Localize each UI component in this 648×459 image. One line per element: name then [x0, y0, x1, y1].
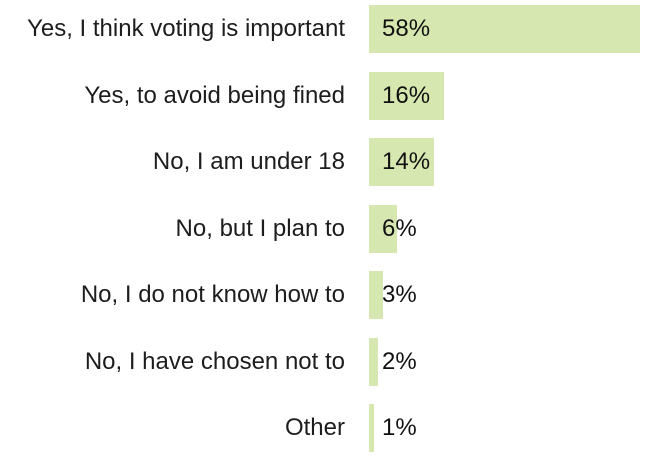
value-label: 58% — [382, 15, 431, 42]
bar — [369, 204, 397, 253]
chart-row: Yes, to avoid being fined 16% — [0, 71, 648, 120]
category-label: No, I have chosen not to — [84, 347, 345, 375]
value-label: 1% — [382, 414, 417, 441]
bar-area: 16% — [369, 71, 648, 120]
value-label: 16% — [382, 81, 431, 109]
category-label: Yes, to avoid being fined — [84, 81, 345, 109]
chart-row: Other 1% — [0, 404, 648, 452]
category-label: Yes, I think voting is important — [27, 15, 345, 42]
value-label: 3% — [382, 281, 417, 308]
chart-row: No, but I plan to 6% — [0, 204, 648, 253]
bar-area: 2% — [369, 337, 648, 386]
value-label: 2% — [382, 347, 417, 375]
bar-area: 58% — [369, 5, 648, 53]
chart-row: No, I do not know how to 3% — [0, 271, 648, 319]
chart-row: Yes, I think voting is important 58% — [0, 5, 648, 53]
bar-area: 3% — [369, 271, 648, 319]
category-label: No, I do not know how to — [80, 281, 345, 308]
chart-row: No, I am under 18 14% — [0, 138, 648, 186]
value-label: 14% — [382, 148, 431, 175]
chart-row: No, I have chosen not to 2% — [0, 337, 648, 386]
bar — [369, 71, 444, 120]
category-label: No, I am under 18 — [152, 148, 345, 175]
bar — [369, 271, 383, 319]
bar-area: 14% — [369, 138, 648, 186]
bar-area: 6% — [369, 204, 648, 253]
bar-area: 1% — [369, 404, 648, 452]
category-label: Other — [284, 414, 345, 441]
category-label: No, but I plan to — [175, 214, 345, 242]
bar — [369, 5, 640, 53]
bar — [369, 337, 378, 386]
value-label: 6% — [382, 214, 417, 242]
bar — [369, 138, 434, 186]
bar — [369, 404, 374, 452]
